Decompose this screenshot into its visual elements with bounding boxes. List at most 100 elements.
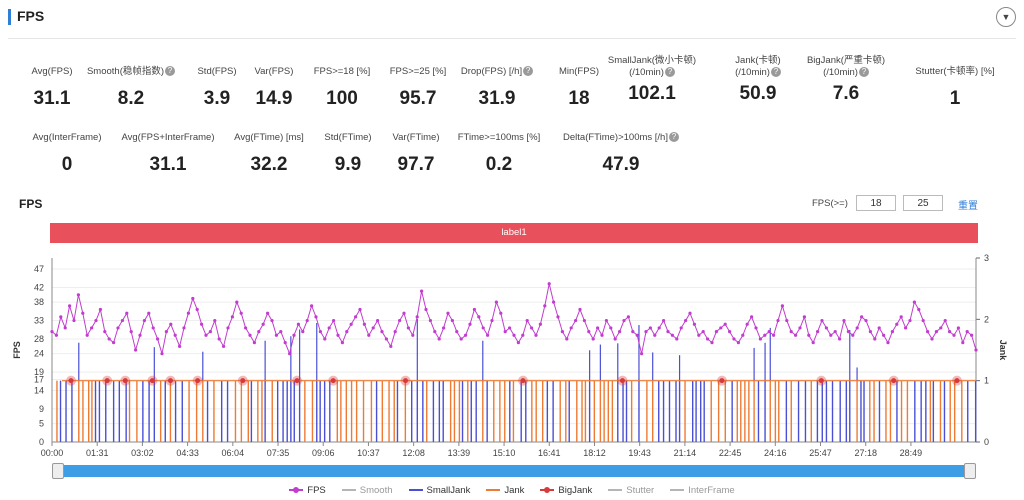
fps-point — [908, 318, 912, 323]
fps-point — [710, 341, 714, 345]
bigjank-marker — [68, 378, 74, 384]
fps-point — [279, 330, 283, 334]
fps-point — [147, 311, 151, 315]
fps-point — [578, 307, 582, 312]
fps-point — [640, 352, 644, 356]
bigjank-marker — [954, 378, 960, 384]
legend-swatch — [670, 489, 685, 492]
legend-swatch — [540, 487, 555, 494]
fps-point — [336, 333, 340, 337]
scrollbar-left-handle[interactable] — [52, 463, 64, 479]
fps-point — [785, 318, 789, 323]
legend-item-smalljank[interactable]: SmallJank — [408, 485, 470, 496]
metric-metrics2-4: Var(FTime) 97.7 — [356, 132, 476, 176]
metric-metrics2-2: Avg(FTime) [ms] 32.2 — [209, 132, 329, 176]
fps-point — [85, 333, 89, 337]
metric-label: Var(FTime) — [356, 132, 476, 144]
fps-point — [701, 330, 705, 334]
metric-label: Avg(FPS) — [0, 66, 112, 78]
legend-item-bigjank[interactable]: BigJank — [540, 485, 592, 496]
fps-point — [244, 326, 248, 330]
x-tick-label: 22:45 — [719, 448, 742, 458]
fps-point — [481, 326, 485, 330]
metric-value: 100 — [326, 88, 358, 109]
x-tick-label: 25:47 — [809, 448, 832, 458]
fps-point — [129, 330, 133, 334]
help-icon[interactable]: ? — [523, 66, 534, 77]
x-tick-label: 04:33 — [176, 448, 199, 458]
fps-point — [371, 326, 375, 330]
y-tick-label: 17 — [34, 374, 44, 384]
metric-label: Var(FPS) — [214, 66, 334, 78]
fps-point — [692, 322, 697, 326]
time-range-scrollbar[interactable] — [52, 465, 976, 477]
y-tick-label: 42 — [34, 282, 44, 292]
metric-label: Avg(FTime) [ms] — [209, 132, 329, 144]
fps-point — [648, 326, 653, 330]
fps-point — [472, 307, 476, 312]
fps-point — [956, 326, 961, 330]
fps-threshold-input-1[interactable] — [856, 195, 896, 211]
help-icon[interactable]: ? — [165, 66, 176, 77]
help-icon[interactable]: ? — [668, 132, 679, 143]
fps-point — [389, 344, 393, 348]
fps-point — [222, 344, 226, 348]
fps-threshold-input-2[interactable] — [903, 195, 943, 211]
fps-point — [398, 318, 402, 323]
fps-point — [750, 315, 754, 319]
legend-item-smooth[interactable]: Smooth — [341, 485, 393, 496]
fps-point — [582, 318, 587, 323]
metric-label-text: FTime>=100ms [%] — [457, 132, 541, 143]
fps-point — [965, 330, 969, 334]
fps-point — [428, 318, 432, 323]
metric-value: 31.1 — [33, 88, 71, 109]
fps-threshold-label: FPS(>=) — [812, 198, 848, 209]
fps-point — [380, 330, 384, 334]
chevron-down-icon[interactable]: ▼ — [996, 7, 1016, 27]
x-tick-label: 13:39 — [448, 448, 471, 458]
fps-point — [838, 337, 842, 341]
fps-point — [961, 341, 965, 345]
legend-item-fps[interactable]: FPS — [289, 485, 326, 496]
help-icon[interactable]: ? — [770, 67, 781, 78]
fps-point — [644, 330, 648, 334]
scrollbar-right-handle[interactable] — [964, 463, 976, 479]
metric-value: 31.1 — [149, 154, 187, 175]
section-header: FPS ▼ — [0, 0, 1024, 34]
y-axis-title: FPS — [12, 341, 22, 359]
y2-axis-title: Jank — [998, 340, 1008, 362]
metric-value: 47.9 — [602, 154, 640, 175]
metric-label-text: Var(FPS) — [254, 66, 294, 77]
legend-swatch — [608, 489, 623, 492]
fps-point — [270, 318, 274, 323]
fps-point — [54, 333, 59, 337]
fps-point — [112, 341, 116, 345]
fps-point — [332, 318, 336, 323]
fps-point — [261, 322, 265, 326]
legend-item-jank[interactable]: Jank — [486, 485, 524, 496]
help-icon[interactable]: ? — [664, 67, 675, 78]
x-tick-label: 21:14 — [674, 448, 697, 458]
fps-point — [142, 318, 146, 323]
metric-metrics2-6: Delta(FTime)>100ms [/h]? 47.9 — [561, 132, 681, 176]
label-bar[interactable]: label1 — [50, 223, 978, 243]
bigjank-marker — [719, 378, 725, 384]
reset-link[interactable]: 重置 — [958, 201, 978, 212]
fps-point — [530, 326, 534, 330]
fps-point — [494, 300, 498, 304]
fps-point — [934, 330, 939, 334]
metric-label-text: Smooth(稳帧指数) — [86, 66, 165, 77]
x-tick-label: 28:49 — [900, 448, 923, 458]
fps-point — [767, 330, 771, 334]
fps-point — [266, 311, 270, 315]
legend-swatch — [341, 489, 356, 492]
fps-point — [851, 333, 855, 337]
y2-tick-label: 3 — [984, 253, 989, 263]
x-tick-label: 27:18 — [854, 448, 877, 458]
legend-item-stutter[interactable]: Stutter — [608, 485, 654, 496]
metric-value: 18 — [568, 88, 590, 109]
fps-point — [477, 315, 481, 319]
fps-point — [156, 337, 160, 341]
legend-item-interframe[interactable]: InterFrame — [670, 485, 735, 496]
help-icon[interactable]: ? — [858, 67, 869, 78]
